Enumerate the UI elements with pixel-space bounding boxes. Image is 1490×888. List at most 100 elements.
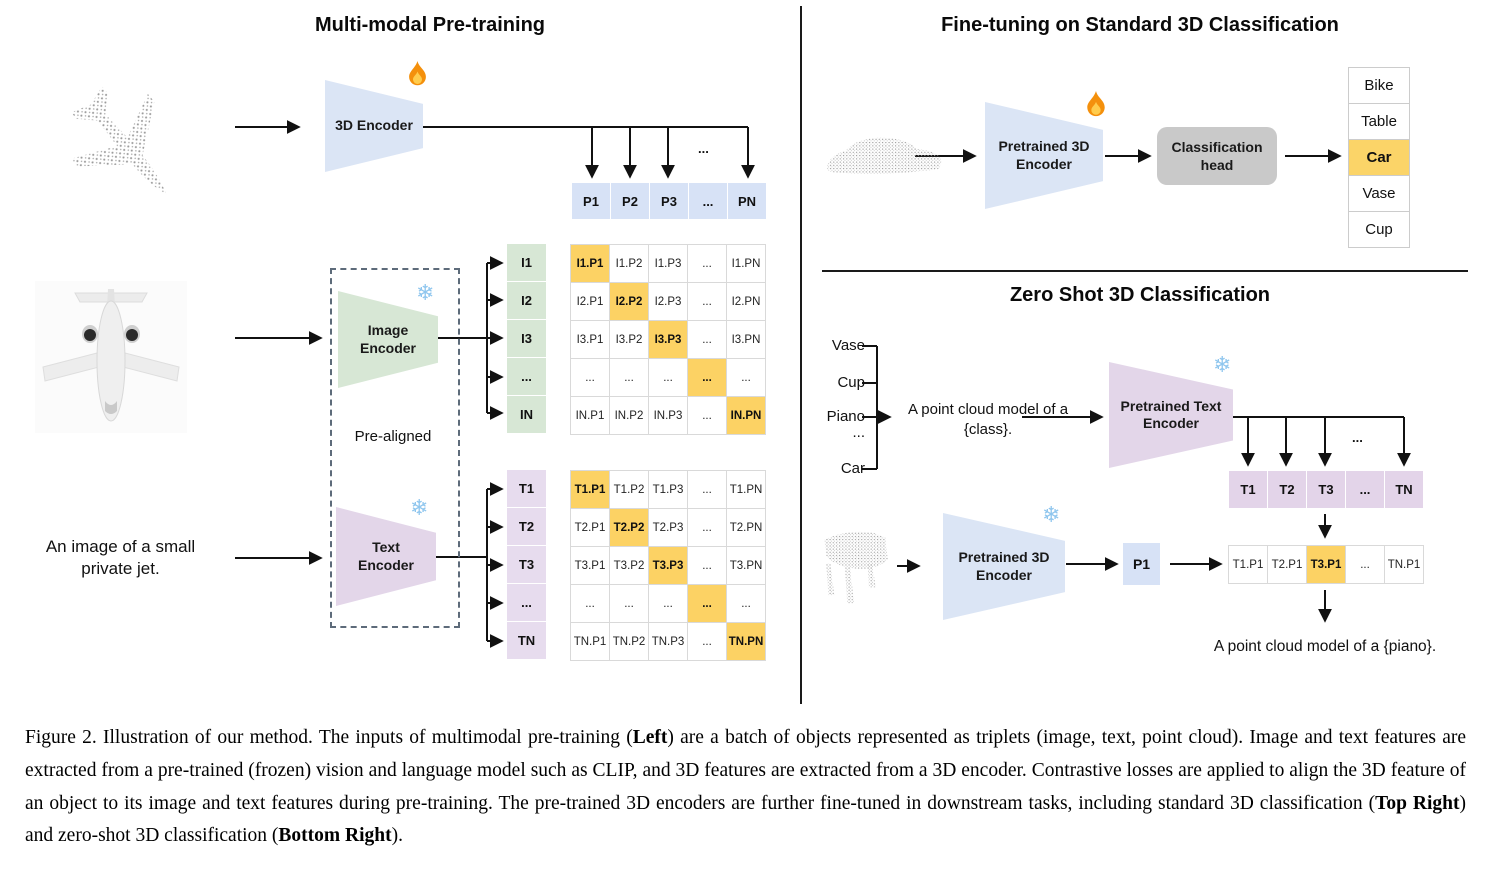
image-feature-cell: ...: [507, 358, 546, 395]
matrix-cell: ...: [688, 585, 727, 623]
image-feature-cell: I2: [507, 282, 546, 319]
matrix-cell: ...: [571, 359, 610, 397]
class-list-item: Car: [1348, 139, 1410, 176]
matrix-cell: I1.P3: [649, 245, 688, 283]
prompt-template-text: A point cloud model of a {class}.: [907, 401, 1069, 439]
matrix-cell: I2.P3: [649, 283, 688, 321]
figure-2-diagram: Multi-modal Pre-training 3D Encoder P1 P2…: [42, 6, 1468, 704]
matrix-cell: ...: [688, 397, 727, 435]
snowflake-icon: ❄: [416, 280, 435, 305]
text-feature-cell: T1: [507, 470, 546, 507]
matrix-cell: ...: [688, 359, 727, 397]
snowflake-icon: ❄: [1213, 352, 1232, 377]
matrix-cell: ...: [688, 245, 727, 283]
matrix-cell: T3.P1: [1307, 546, 1346, 584]
matrix-cell: ...: [688, 283, 727, 321]
image-feature-cell: IN: [507, 396, 546, 433]
caption-text: ).: [391, 825, 403, 847]
text-feature-column: T1 T2 T3... TN: [507, 470, 546, 659]
matrix-cell: ...: [610, 359, 649, 397]
matrix-cell: ...: [688, 623, 727, 661]
3d-encoder-label: 3D Encoder: [335, 117, 413, 134]
car-point-cloud: [827, 137, 942, 174]
piano-point-cloud: [824, 531, 888, 604]
matrix-cell: TN.P2: [610, 623, 649, 661]
snowflake-icon: ❄: [410, 495, 429, 520]
p1-feature-box: P1: [1123, 543, 1160, 585]
pre-aligned-box: [330, 268, 460, 628]
matrix-cell: I3.P3: [649, 321, 688, 359]
input-text-caption: An image of a small private jet.: [45, 537, 196, 579]
p-feature-row: P1 P2 P3... PN: [572, 183, 766, 219]
image-point-similarity-matrix: I1.P1 I1.P2 I1.P3... I1.PN I2.P1 I2.P2 I2.P3..…: [570, 244, 766, 435]
prediction-result-text: A point cloud model of a {piano}.: [1213, 638, 1437, 655]
matrix-cell: T3.PN: [727, 547, 766, 585]
matrix-cell: IN.P1: [571, 397, 610, 435]
panel-divider-horizontal: [822, 270, 1468, 272]
pre-aligned-label: Pre-aligned: [354, 428, 432, 445]
text-point-similarity-matrix: T1.P1 T1.P2 T1.P3... T1.PN T2.P1 T2.P2 T2.P3..…: [570, 470, 766, 661]
matrix-cell: TN.P3: [649, 623, 688, 661]
p-feature-cell: P1: [572, 183, 610, 219]
matrix-cell: T1.P1: [1229, 546, 1268, 584]
caption-bold-left: Left: [632, 727, 668, 748]
matrix-cell: ...: [649, 585, 688, 623]
text-feature-cell: T2: [507, 508, 546, 545]
caption-text: ) are a batch of objects represented as …: [25, 727, 1466, 814]
class-list-item: Table: [1348, 103, 1410, 140]
matrix-cell: I2.P2: [610, 283, 649, 321]
zero-shot-similarity-row: T1.P1 T2.P1 T3.P1... TN.P1: [1228, 545, 1424, 584]
pretrained-text-encoder-label: Pretrained Text Encoder: [1120, 397, 1222, 432]
matrix-cell: T2.P3: [649, 509, 688, 547]
matrix-cell: T1.P2: [610, 471, 649, 509]
caption-bold-bottom-right: Bottom Right: [278, 825, 392, 847]
matrix-cell: ...: [688, 471, 727, 509]
p-feature-cell: P2: [611, 183, 649, 219]
p-feature-cell: PN: [728, 183, 766, 219]
matrix-cell: T1.PN: [727, 471, 766, 509]
image-encoder-label: Image Encoder: [359, 322, 416, 356]
matrix-cell: I1.PN: [727, 245, 766, 283]
matrix-cell: I1.P1: [571, 245, 610, 283]
zero-shot-class-label: Car: [840, 460, 865, 477]
matrix-cell: I1.P2: [610, 245, 649, 283]
class-list-item: Bike: [1348, 67, 1410, 104]
bottom-right-panel-title: Zero Shot 3D Classification: [1009, 284, 1271, 306]
image-feature-cell: I1: [507, 244, 546, 281]
zero-shot-text-feature-row: T1 T2 T3... TN: [1229, 471, 1423, 508]
matrix-cell: T3.P3: [649, 547, 688, 585]
matrix-cell: ...: [571, 585, 610, 623]
matrix-cell: ...: [688, 509, 727, 547]
caption-bold-top-right: Top Right: [1375, 792, 1460, 814]
caption-text: Figure 2. Illustration of our method. Th…: [25, 727, 633, 748]
image-feature-column: I1 I2 I3... IN: [507, 244, 546, 433]
classification-head-block: Classification head: [1157, 127, 1277, 185]
flame-icon: [1087, 90, 1105, 117]
text-feature-cell: ...: [1346, 471, 1384, 508]
class-list-item: Cup: [1348, 211, 1410, 248]
zero-shot-class-ellipsis: ...: [852, 424, 865, 441]
text-feature-cell: TN: [507, 622, 546, 659]
matrix-cell: ...: [688, 321, 727, 359]
matrix-cell: T2.P2: [610, 509, 649, 547]
p-feature-cell: ...: [689, 183, 727, 219]
figure-caption: Figure 2. Illustration of our method. Th…: [25, 722, 1466, 853]
zero-shot-class-label: Cup: [837, 374, 865, 391]
panel-divider-vertical: [800, 6, 802, 704]
text-feature-cell: ...: [507, 584, 546, 621]
zero-shot-class-label: Piano: [826, 408, 865, 425]
connector-lines-layer: [235, 120, 1411, 648]
matrix-cell: I2.PN: [727, 283, 766, 321]
matrix-cell: IN.PN: [727, 397, 766, 435]
matrix-cell: ...: [727, 585, 766, 623]
matrix-cell: T3.P1: [571, 547, 610, 585]
matrix-cell: T1.P1: [571, 471, 610, 509]
matrix-cell: I2.P1: [571, 283, 610, 321]
matrix-cell: T3.P2: [610, 547, 649, 585]
matrix-cell: ...: [727, 359, 766, 397]
matrix-cell: I3.P1: [571, 321, 610, 359]
matrix-cell: ...: [688, 547, 727, 585]
airplane-point-cloud: [70, 86, 167, 195]
text-feature-cell: T1: [1229, 471, 1267, 508]
matrix-cell: TN.P1: [1385, 546, 1424, 584]
